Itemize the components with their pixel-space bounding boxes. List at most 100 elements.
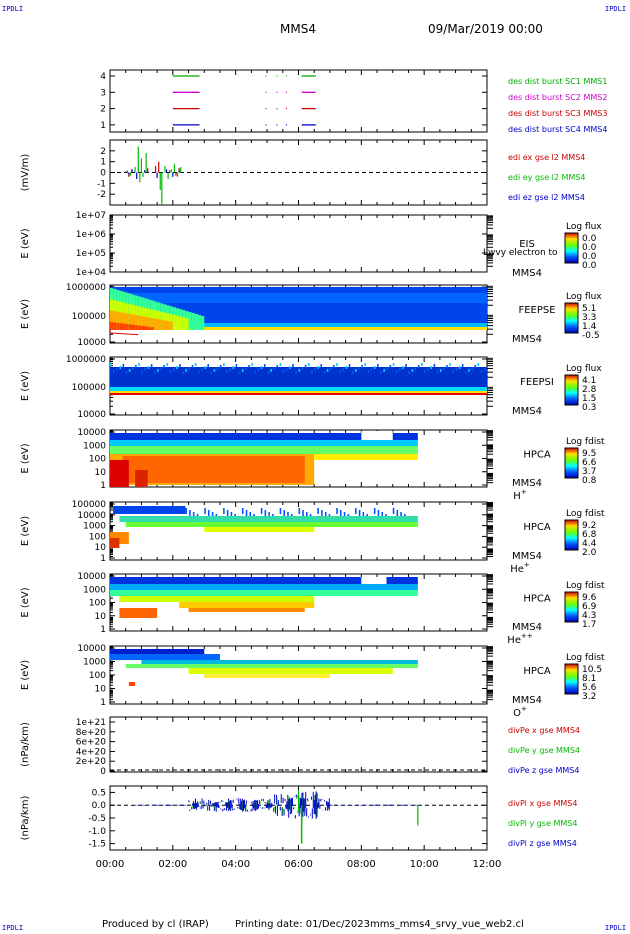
spectrogram-cell xyxy=(287,512,289,518)
spectrogram-cell xyxy=(113,311,117,330)
spacecraft-label: MMS4 xyxy=(512,622,542,633)
spectrogram-cell xyxy=(235,364,238,367)
spectrogram-cell xyxy=(251,363,253,366)
y-tick-label-eis: 1e+07 xyxy=(76,211,106,221)
spectrogram-cell xyxy=(226,370,228,373)
spectrogram-cell xyxy=(147,366,150,369)
spectrogram-cell xyxy=(433,364,436,367)
spectrogram-cell xyxy=(264,510,267,516)
y-axis-label-hpca_h: E (eV) xyxy=(20,443,31,473)
y-axis-label-eis: E (eV) xyxy=(20,228,31,258)
spectrogram-cell xyxy=(249,512,252,518)
time-axis-label: 12:00 xyxy=(473,859,502,870)
corner-label-top-left: IPDLI xyxy=(2,5,24,13)
spectrogram-cell xyxy=(361,431,393,440)
spectrogram-cell xyxy=(110,393,487,395)
spectrogram-cell xyxy=(110,538,120,548)
colorbar-scale xyxy=(564,519,579,551)
y-tick-label-divpe: 4e+20 xyxy=(76,747,107,757)
spectrogram-cell xyxy=(141,325,145,330)
spectrogram-cell xyxy=(201,315,205,330)
spectrogram-cell xyxy=(430,366,433,369)
y-tick-label-divpe: 1e+21 xyxy=(76,718,106,728)
spectrogram-cell xyxy=(116,332,120,334)
spectrogram-cell xyxy=(116,368,118,371)
footer-produced: Produced by cl (IRAP) xyxy=(102,919,209,930)
spectrogram-cell xyxy=(230,512,233,518)
spectrogram-cell xyxy=(455,368,458,371)
colorbar-tick-label: 8.1 xyxy=(582,674,596,684)
spectrogram-cell xyxy=(141,370,143,373)
spectrogram-cell xyxy=(188,312,192,330)
panel-frame-burst xyxy=(109,69,488,133)
spectrogram-cell xyxy=(355,508,357,514)
spectrogram-cell xyxy=(110,332,114,334)
date-title: 09/Mar/2019 00:00 xyxy=(428,22,543,36)
spectrogram-cell xyxy=(125,313,129,330)
spectrogram-cell xyxy=(343,512,346,518)
y-tick-label-hpca_hepp: 1 xyxy=(100,625,106,635)
spectrogram-cell xyxy=(358,367,360,370)
spectrogram-cell xyxy=(471,367,473,370)
spectrogram-cell xyxy=(163,320,167,330)
footer-file-name: mms_mms4_srvy_vue_web2.cl xyxy=(370,919,524,930)
spectrogram-cell xyxy=(150,364,153,367)
spectrogram-cell xyxy=(131,314,136,330)
colorbar-tick-label: 3.2 xyxy=(582,692,596,702)
spectrogram-cell xyxy=(436,371,439,374)
spectrogram-cell xyxy=(179,602,315,608)
spectrogram-cell xyxy=(452,370,455,373)
species-charge: + xyxy=(524,561,530,569)
colorbar-hpca_hepp: Log fdist 9.66.94.31.7 xyxy=(564,581,605,630)
spectrogram-cell xyxy=(301,367,304,370)
spectrogram-cell xyxy=(128,369,131,372)
spectrogram-cell xyxy=(144,316,148,330)
y-axis-label-divpi: (nPa/km) xyxy=(20,796,31,841)
y-axis-label-feepse: E (eV) xyxy=(20,299,31,329)
y-tick-label-edi: 1 xyxy=(100,158,106,168)
spectrogram-cell xyxy=(298,369,301,372)
time-axis-label: 08:00 xyxy=(347,859,376,870)
y-axis-label-hpca_hepp: E (eV) xyxy=(20,587,31,617)
colorbar-tick-label: 4.1 xyxy=(582,376,596,386)
spectrogram-cell xyxy=(160,319,164,330)
colorbar-tick-label: 5.1 xyxy=(582,304,596,314)
spectrogram-cell xyxy=(427,368,429,371)
spectrogram-cell xyxy=(110,327,487,330)
spectrogram-cell xyxy=(446,365,448,368)
spectrogram-cell xyxy=(119,608,158,618)
y-tick-label-divpi: 0.5 xyxy=(92,788,106,798)
y-tick-label-hpca_o: 1 xyxy=(100,698,106,708)
colorbar-tick-label: 3.7 xyxy=(582,467,596,477)
spectrogram-cell xyxy=(263,364,266,367)
spectrogram-cell xyxy=(373,508,376,514)
y-tick-label-edi: 0 xyxy=(100,169,106,179)
spectrogram-cell xyxy=(119,366,121,369)
time-ticks-eis xyxy=(109,215,488,272)
y-tick-label-hpca_o: 100 xyxy=(89,671,106,681)
spectrogram-cell xyxy=(119,333,123,335)
spectrogram-cell xyxy=(204,366,206,369)
spectrogram-cell xyxy=(182,317,186,330)
y-tick-label-hpca_h: 1000 xyxy=(83,441,106,451)
y-tick-label-hpca_he: 100 xyxy=(89,532,106,542)
spacecraft-label: MMS4 xyxy=(512,551,542,562)
spectrogram-cell xyxy=(194,314,198,330)
footer-printing-date: Printing date: 01/Dec/2023 xyxy=(235,919,371,930)
spectrogram-cell xyxy=(333,365,335,368)
spectrogram-cell xyxy=(339,370,341,373)
spectrogram-cell xyxy=(175,366,178,369)
spectrogram-cell xyxy=(443,367,445,370)
spectrogram-cell xyxy=(449,363,451,366)
panel-frame-divpe xyxy=(109,716,488,773)
spectrogram-cell xyxy=(392,363,395,366)
colorbar-title: Log flux xyxy=(566,292,602,302)
spectrogram-cell xyxy=(468,369,470,372)
spectrogram-cell xyxy=(336,508,338,514)
colorbar-tick-label: -0.5 xyxy=(582,331,600,341)
y-tick-label-hpca_o: 1000 xyxy=(83,658,106,668)
spectrogram-cell xyxy=(192,512,195,518)
spectrogram-cell xyxy=(197,314,202,330)
